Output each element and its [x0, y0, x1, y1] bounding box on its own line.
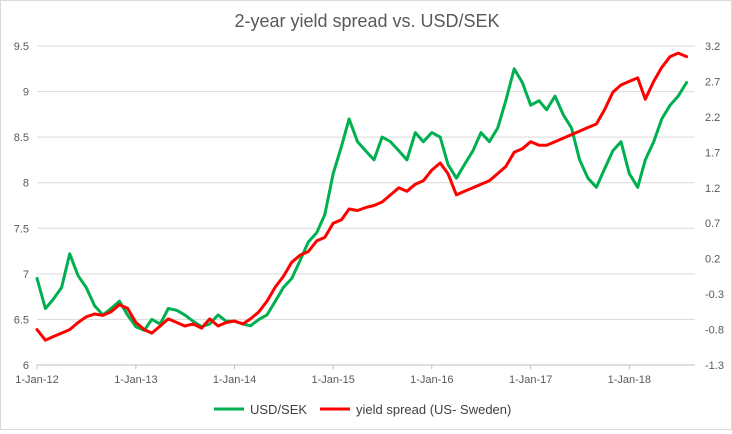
legend: USD/SEK yield spread (US- Sweden) — [214, 402, 511, 417]
right-axis-tick-labels: -1.3 -0.8 -0.3 0.2 0.7 1.2 1.7 2.2 2.7 3.2 — [705, 41, 724, 372]
left-axis-tick-label: 8 — [23, 178, 29, 190]
right-axis-tick-label: -1.3 — [705, 360, 724, 372]
left-axis-tick-label: 6 — [23, 360, 29, 372]
right-axis-tick-label: -0.8 — [705, 325, 724, 337]
right-axis-tick-label: 3.2 — [705, 41, 720, 53]
left-axis-tick-label: 6.5 — [14, 314, 29, 326]
x-axis-tick-label: 1-Jan-17 — [509, 374, 552, 386]
left-axis-tick-label: 9.5 — [14, 41, 29, 53]
left-axis-tick-label: 8.5 — [14, 132, 29, 144]
left-axis-tick-label: 7.5 — [14, 223, 29, 235]
x-axis-tick-label: 1-Jan-15 — [311, 374, 354, 386]
x-axis-tick-label: 1-Jan-13 — [114, 374, 157, 386]
right-axis-tick-label: 2.7 — [705, 76, 720, 88]
chart-title: 2-year yield spread vs. USD/SEK — [234, 11, 500, 31]
x-axis-tick-label: 1-Jan-12 — [15, 374, 58, 386]
right-axis-tick-label: 0.7 — [705, 218, 720, 230]
x-axis-tick-label: 1-Jan-14 — [213, 374, 256, 386]
left-axis-tick-label: 9 — [23, 87, 29, 99]
x-axis-tick-label: 1-Jan-16 — [410, 374, 453, 386]
x-axis-tick-label: 1-Jan-18 — [608, 374, 651, 386]
series-line-usd-sek — [35, 67, 689, 332]
series-lines — [35, 51, 689, 342]
gridlines — [37, 45, 695, 366]
right-axis-tick-label: 1.2 — [705, 183, 720, 195]
right-axis-tick-label: -0.3 — [705, 289, 724, 301]
right-axis-tick-label: 0.2 — [705, 254, 720, 266]
legend-label: yield spread (US- Sweden) — [356, 402, 511, 417]
right-axis-tick-label: 2.2 — [705, 112, 720, 124]
x-axis-tick-labels: 1-Jan-12 1-Jan-13 1-Jan-14 1-Jan-15 1-Jan-16… — [15, 365, 651, 386]
left-axis-tick-label: 7 — [23, 269, 29, 281]
right-axis-tick-label: 1.7 — [705, 147, 720, 159]
left-axis-tick-labels: 6 6.5 7 7.5 8 8.5 9 9.5 — [14, 41, 29, 372]
series-line-yield-spread-us-sweden — [35, 51, 689, 342]
legend-label: USD/SEK — [250, 402, 307, 417]
